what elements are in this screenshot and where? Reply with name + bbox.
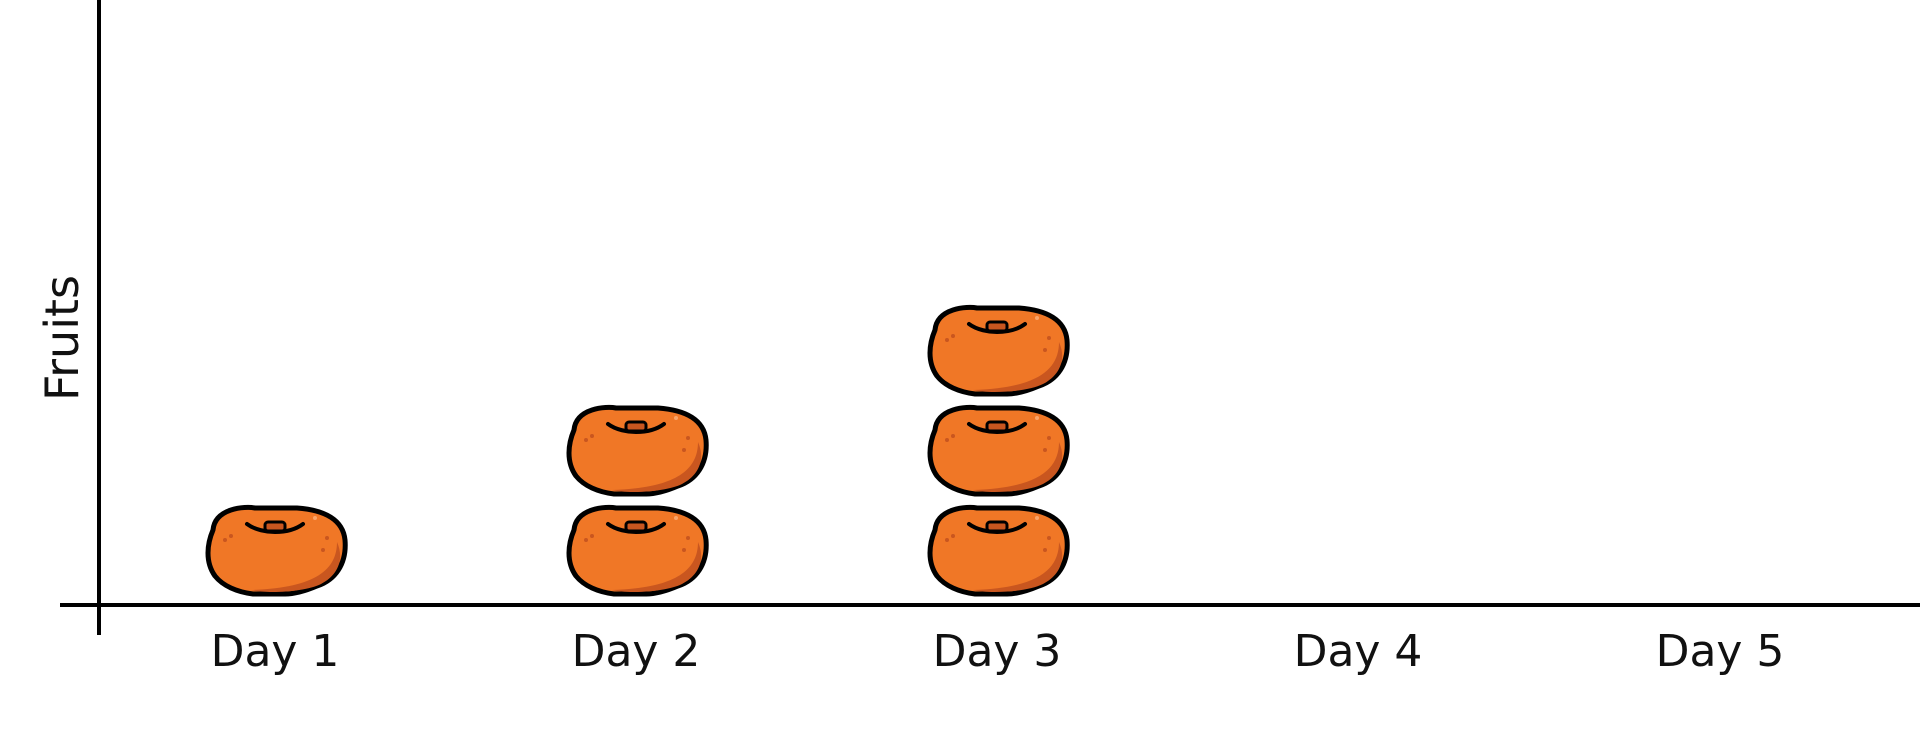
orange-icon [569,507,706,594]
pictograph-icons [208,307,1067,594]
x-tick-label-day-5: Day 5 [1656,626,1785,677]
x-tick-label-day-4: Day 4 [1294,626,1423,677]
orange-icon [208,507,345,594]
y-axis-label: Fruits [35,275,89,401]
x-tick-label-day-2: Day 2 [572,626,701,677]
orange-icon [930,307,1067,394]
orange-icon [569,407,706,494]
orange-icon [930,407,1067,494]
orange-icon [930,507,1067,594]
x-tick-label-day-1: Day 1 [211,626,340,677]
x-tick-label-day-3: Day 3 [933,626,1062,677]
